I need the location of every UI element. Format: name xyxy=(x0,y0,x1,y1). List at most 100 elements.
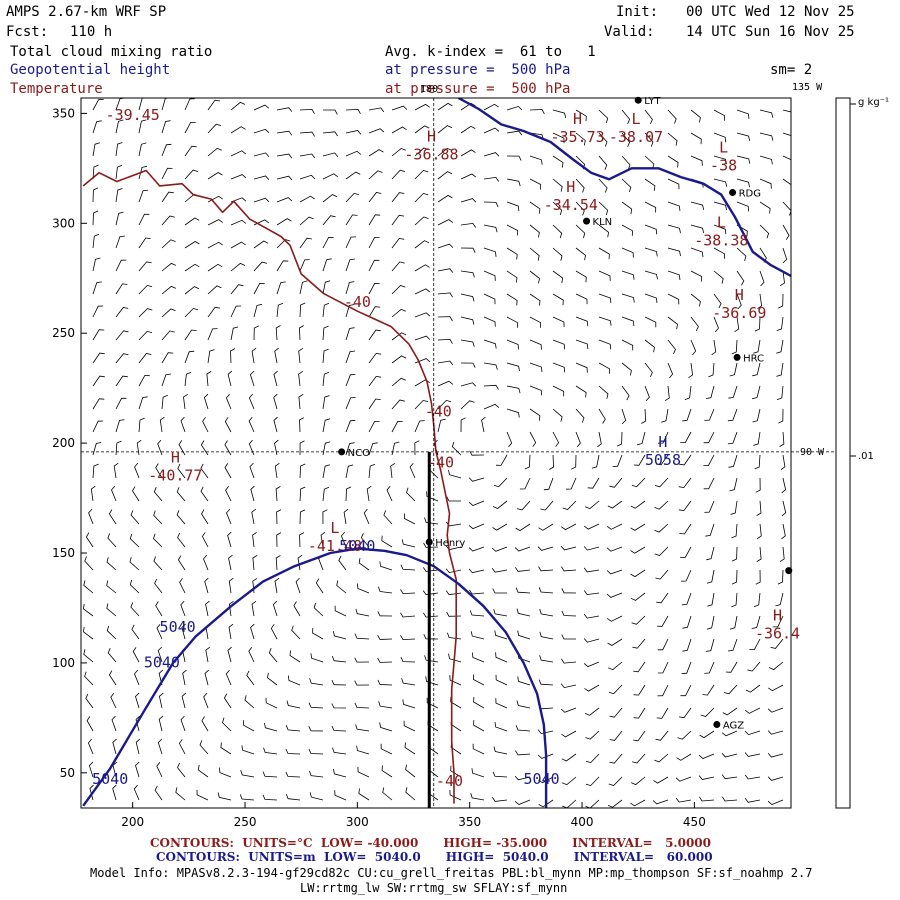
wind-barb xyxy=(322,194,338,203)
wind-barb xyxy=(575,316,589,327)
wind-barb xyxy=(633,707,646,719)
height-label-value: 5040 xyxy=(144,653,180,671)
wind-barb xyxy=(744,774,761,780)
wind-barb xyxy=(529,224,540,238)
height-label-value: 5040 xyxy=(524,770,560,788)
wind-barb xyxy=(552,270,564,284)
wind-barb xyxy=(391,237,405,249)
wind-barb xyxy=(86,716,94,732)
wind-barb xyxy=(92,375,105,387)
wind-barb xyxy=(616,431,623,447)
wind-barb xyxy=(404,742,416,755)
wind-barb xyxy=(637,431,646,446)
wind-barb xyxy=(667,201,681,211)
wind-barb xyxy=(571,454,577,470)
wind-barb xyxy=(437,380,454,387)
wind-barb xyxy=(721,753,738,758)
wind-barb xyxy=(759,270,765,287)
wind-barb xyxy=(182,669,187,686)
wind-barb xyxy=(111,485,117,502)
wind-barb xyxy=(690,109,701,123)
wind-barb xyxy=(333,768,347,778)
wind-barb xyxy=(108,670,117,686)
wind-barb xyxy=(207,123,222,134)
wind-barb xyxy=(483,152,500,157)
wind-barb xyxy=(241,745,255,755)
wind-barb xyxy=(515,750,531,756)
wind-barb xyxy=(322,325,329,341)
wind-barb xyxy=(262,794,278,801)
wind-barb xyxy=(298,394,304,410)
wind-barb xyxy=(345,442,355,456)
wind-barb xyxy=(276,302,284,318)
wind-barb xyxy=(299,532,305,548)
wind-barb xyxy=(644,270,658,280)
wind-barb xyxy=(517,630,531,640)
wind-barb xyxy=(92,398,105,410)
wind-barb xyxy=(230,348,236,364)
wind-barb xyxy=(291,625,301,640)
wind-barb xyxy=(322,464,330,479)
wind-barb xyxy=(354,633,370,640)
wind-barb xyxy=(414,312,431,318)
wind-barb xyxy=(276,218,292,226)
wind-barb xyxy=(681,569,692,582)
wind-barb xyxy=(155,463,163,479)
wind-barb xyxy=(273,393,278,410)
wind-barb xyxy=(227,646,232,663)
wind-barb xyxy=(483,201,499,208)
wind-barb xyxy=(680,431,692,444)
wind-barb xyxy=(460,400,475,410)
wind-barb xyxy=(414,240,430,249)
wind-barb xyxy=(721,730,738,737)
wind-barb xyxy=(731,339,738,355)
wind-barb xyxy=(161,330,175,341)
wind-barb xyxy=(561,634,576,640)
temperature-label-value: -39.45 xyxy=(106,106,160,124)
wind-barb xyxy=(575,339,589,350)
model-info-physics: LW:rrtmg_lw SW:rrtmg_sw SFLAY:sf_mynn xyxy=(300,881,568,895)
wind-barb xyxy=(377,657,393,663)
wind-barb xyxy=(354,702,370,709)
wind-barb xyxy=(515,523,531,532)
wind-barb xyxy=(736,178,750,188)
wind-barb xyxy=(135,692,140,709)
wind-barb xyxy=(713,109,726,121)
wind-barb xyxy=(690,224,704,234)
wind-barb xyxy=(471,768,485,778)
axes: 200 250 300 350 400 450 350 300 250 200 150 100 50 xyxy=(52,106,706,829)
wind-barb xyxy=(184,98,195,111)
wind-barb xyxy=(331,680,347,686)
wind-barb xyxy=(368,375,382,387)
wind-barb xyxy=(782,247,788,264)
wind-barb xyxy=(414,147,429,157)
wind-barb xyxy=(391,105,408,111)
wind-barb xyxy=(322,173,339,180)
wind-barb xyxy=(92,281,102,295)
temperature-label-extremum-marker: H xyxy=(566,178,575,196)
wind-barb xyxy=(217,792,232,801)
wind-barb xyxy=(756,500,762,516)
wind-barb xyxy=(92,164,99,180)
wind-barb xyxy=(92,420,104,433)
wind-barb xyxy=(299,280,308,295)
wind-barb xyxy=(184,241,200,249)
wind-barb xyxy=(322,131,338,137)
wind-barb xyxy=(538,523,554,531)
temperature-label-extremum-marker: H xyxy=(773,607,782,625)
wind-barb xyxy=(608,661,623,671)
wind-barb xyxy=(273,370,278,387)
wind-barb xyxy=(705,638,715,652)
wind-barb xyxy=(698,775,715,780)
wind-barb xyxy=(779,431,785,447)
wind-barb xyxy=(704,661,715,674)
x-tick-label: 350 xyxy=(458,815,481,829)
wind-barb xyxy=(322,215,336,226)
wind-barb xyxy=(652,799,669,805)
wind-barb xyxy=(299,417,304,433)
temperature-label-value: -40 xyxy=(436,772,463,790)
wind-barb xyxy=(244,695,255,709)
wind-barb xyxy=(654,523,669,533)
wind-barb xyxy=(130,510,140,525)
